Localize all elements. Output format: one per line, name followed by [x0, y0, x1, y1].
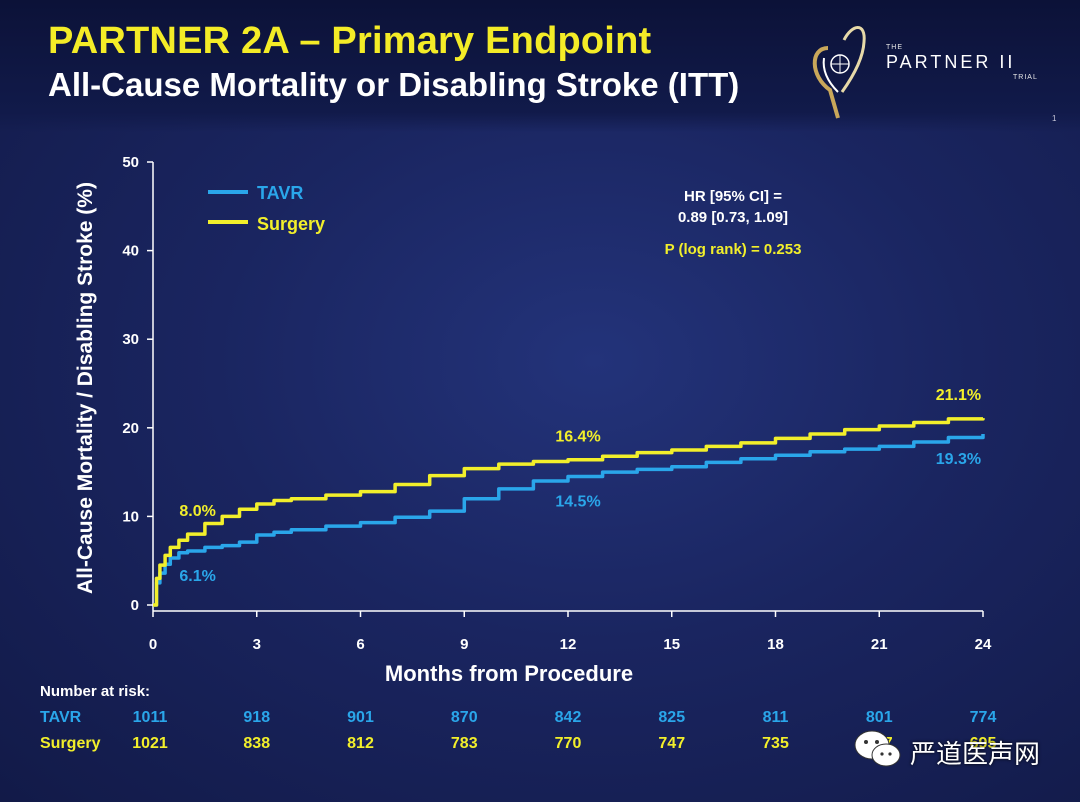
- legend-label-tavr: TAVR: [257, 183, 303, 203]
- y-tick-label: 0: [131, 597, 139, 614]
- risk-value: 838: [243, 735, 270, 752]
- risk-table: Number at risk: TAVR Surgery 1011 918 901 8…: [40, 683, 996, 752]
- wechat-icon: [854, 730, 901, 767]
- series-layer: [153, 417, 985, 607]
- logo-name: PARTNER II: [886, 52, 1016, 72]
- data-label: 19.3%: [936, 451, 981, 468]
- risk-value: 801: [866, 709, 893, 726]
- page-subtitle: All-Cause Mortality or Disabling Stroke …: [48, 66, 740, 103]
- x-tick-label: 9: [460, 636, 468, 653]
- risk-value: 825: [658, 709, 685, 726]
- x-axis-title: Months from Procedure: [385, 661, 633, 686]
- slide-number: 1: [1052, 114, 1057, 123]
- risk-value: 870: [451, 709, 478, 726]
- x-tick-label: 6: [356, 636, 364, 653]
- y-tick-label: 50: [122, 154, 139, 171]
- y-tick-label: 30: [122, 331, 139, 348]
- risk-value: 811: [763, 709, 789, 726]
- risk-value: 901: [347, 709, 374, 726]
- risk-value: 735: [762, 735, 789, 752]
- watermark: 严道医声网: [852, 725, 1072, 775]
- data-label: 6.1%: [179, 568, 215, 585]
- hr-value: 0.89 [0.73, 1.09]: [678, 209, 788, 226]
- x-tick-label: 21: [871, 636, 888, 653]
- risk-value: 812: [347, 735, 374, 752]
- risk-value: 747: [658, 735, 685, 752]
- risk-value: 783: [451, 735, 478, 752]
- series-line-tavr: [153, 434, 985, 607]
- data-label: 16.4%: [555, 429, 600, 446]
- labels-layer: 8.0% 6.1% 16.4% 14.5% 21.1% 19.3%: [179, 387, 981, 585]
- hr-label: HR [95% CI] =: [684, 188, 782, 205]
- series-line-surgery: [153, 417, 985, 607]
- stats-annotation: HR [95% CI] = 0.89 [0.73, 1.09] P (log r…: [665, 188, 802, 258]
- y-axis-title: All-Cause Mortality / Disabling Stroke (…: [74, 182, 97, 594]
- risk-value: 842: [555, 709, 582, 726]
- x-tick-label: 12: [560, 636, 577, 653]
- partner-trial-logo: THE PARTNER II TRIAL: [808, 18, 1058, 128]
- x-tick-label: 15: [663, 636, 680, 653]
- x-tick-label: 24: [975, 636, 992, 653]
- data-label: 14.5%: [555, 494, 600, 511]
- legend: TAVR Surgery: [208, 183, 325, 234]
- risk-value: 695: [970, 735, 997, 752]
- risk-value: 774: [970, 709, 997, 726]
- y-tick-label: 20: [122, 420, 139, 437]
- watermark-text: 严道医声网: [910, 740, 1041, 770]
- x-tick-label: 0: [149, 636, 157, 653]
- legend-label-surgery: Surgery: [257, 214, 325, 234]
- risk-heading: Number at risk:: [40, 683, 150, 700]
- y-tick-label: 10: [122, 508, 139, 525]
- logo-the: THE: [886, 44, 903, 51]
- x-tick-label: 18: [767, 636, 784, 653]
- heart-valve-logo-icon: [812, 26, 866, 119]
- risk-value: 1011: [133, 709, 168, 726]
- data-label: 8.0%: [179, 503, 215, 520]
- header-band: [0, 0, 1080, 132]
- risk-row-label-surgery: Surgery: [40, 735, 101, 752]
- risk-value: 770: [555, 735, 582, 752]
- y-tick-label: 40: [122, 243, 139, 260]
- p-value: P (log rank) = 0.253: [665, 241, 802, 258]
- risk-value: 1021: [132, 735, 168, 752]
- data-label: 21.1%: [936, 387, 981, 404]
- risk-value: 918: [243, 709, 270, 726]
- risk-row-label-tavr: TAVR: [40, 709, 82, 726]
- axes: 0 10 20 30 40 50 0 3 6 9 12 15 18 21 24: [122, 154, 992, 653]
- x-tick-label: 3: [253, 636, 261, 653]
- logo-trial: TRIAL: [1013, 74, 1038, 81]
- page-title: PARTNER 2A – Primary Endpoint: [48, 20, 652, 62]
